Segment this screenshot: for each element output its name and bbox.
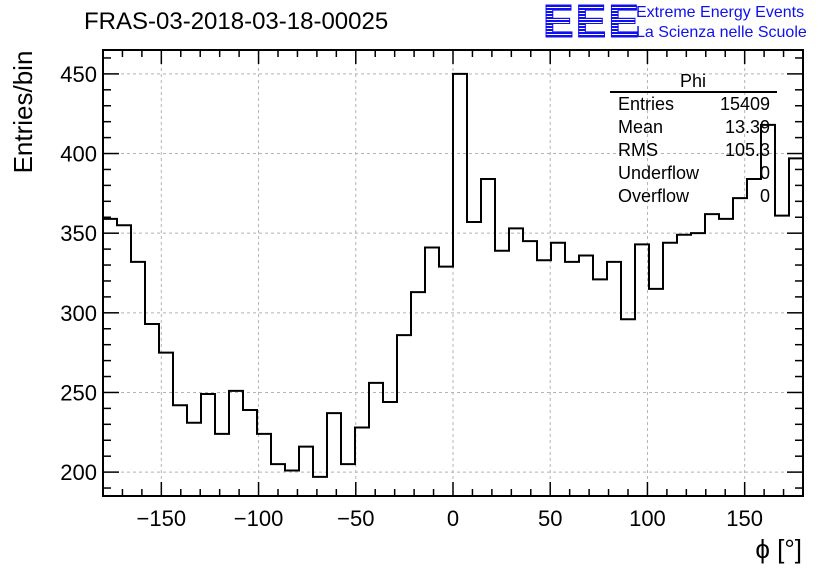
eee-logo: EEE Extreme Energy Events La Scienza nel… [542,0,836,48]
stats-label: Underflow [618,163,700,183]
eee-logo-mark: EEE [542,0,641,47]
histogram-line [103,72,803,478]
y-axis-title: Entries/bin [8,51,38,174]
stats-label: Mean [618,117,663,137]
stats-label: Overflow [618,186,690,206]
stats-value: 15409 [720,94,770,114]
stats-label: Entries [618,94,674,114]
x-tick-label: −150 [137,506,187,531]
stats-value: 0 [760,186,770,206]
stats-label: RMS [618,140,658,160]
stats-value: 105.3 [725,140,770,160]
y-tick-label: 350 [60,221,97,246]
y-tick-label: 400 [60,142,97,167]
x-tick-label: 100 [629,506,666,531]
stats-value: 0 [760,163,770,183]
tick-labels: −150 −100 −50 0 50 100 150 200 250 300 350 400 450 [60,62,763,531]
x-tick-label: 150 [726,506,763,531]
stats-title: Phi [680,71,706,91]
x-tick-label: −50 [337,506,374,531]
x-tick-label: −100 [234,506,284,531]
logo-line-2: La Scienza nelle Scuole [636,24,807,41]
y-tick-label: 450 [60,62,97,87]
y-tick-label: 300 [60,301,97,326]
stats-value: 13.39 [725,117,770,137]
x-axis-title: ϕ [°] [755,534,802,564]
page-title: FRAS-03-2018-03-18-00025 [84,8,389,35]
stats-box: Phi Entries 15409 Mean 13.39 RMS 105.3 Underfl… [610,71,777,206]
y-tick-label: 200 [60,460,97,485]
axis-ticks [102,50,804,496]
logo-line-1: Extreme Energy Events [636,4,805,21]
x-tick-label: 50 [538,506,562,531]
x-tick-label: 0 [447,506,459,531]
y-tick-label: 250 [60,380,97,405]
